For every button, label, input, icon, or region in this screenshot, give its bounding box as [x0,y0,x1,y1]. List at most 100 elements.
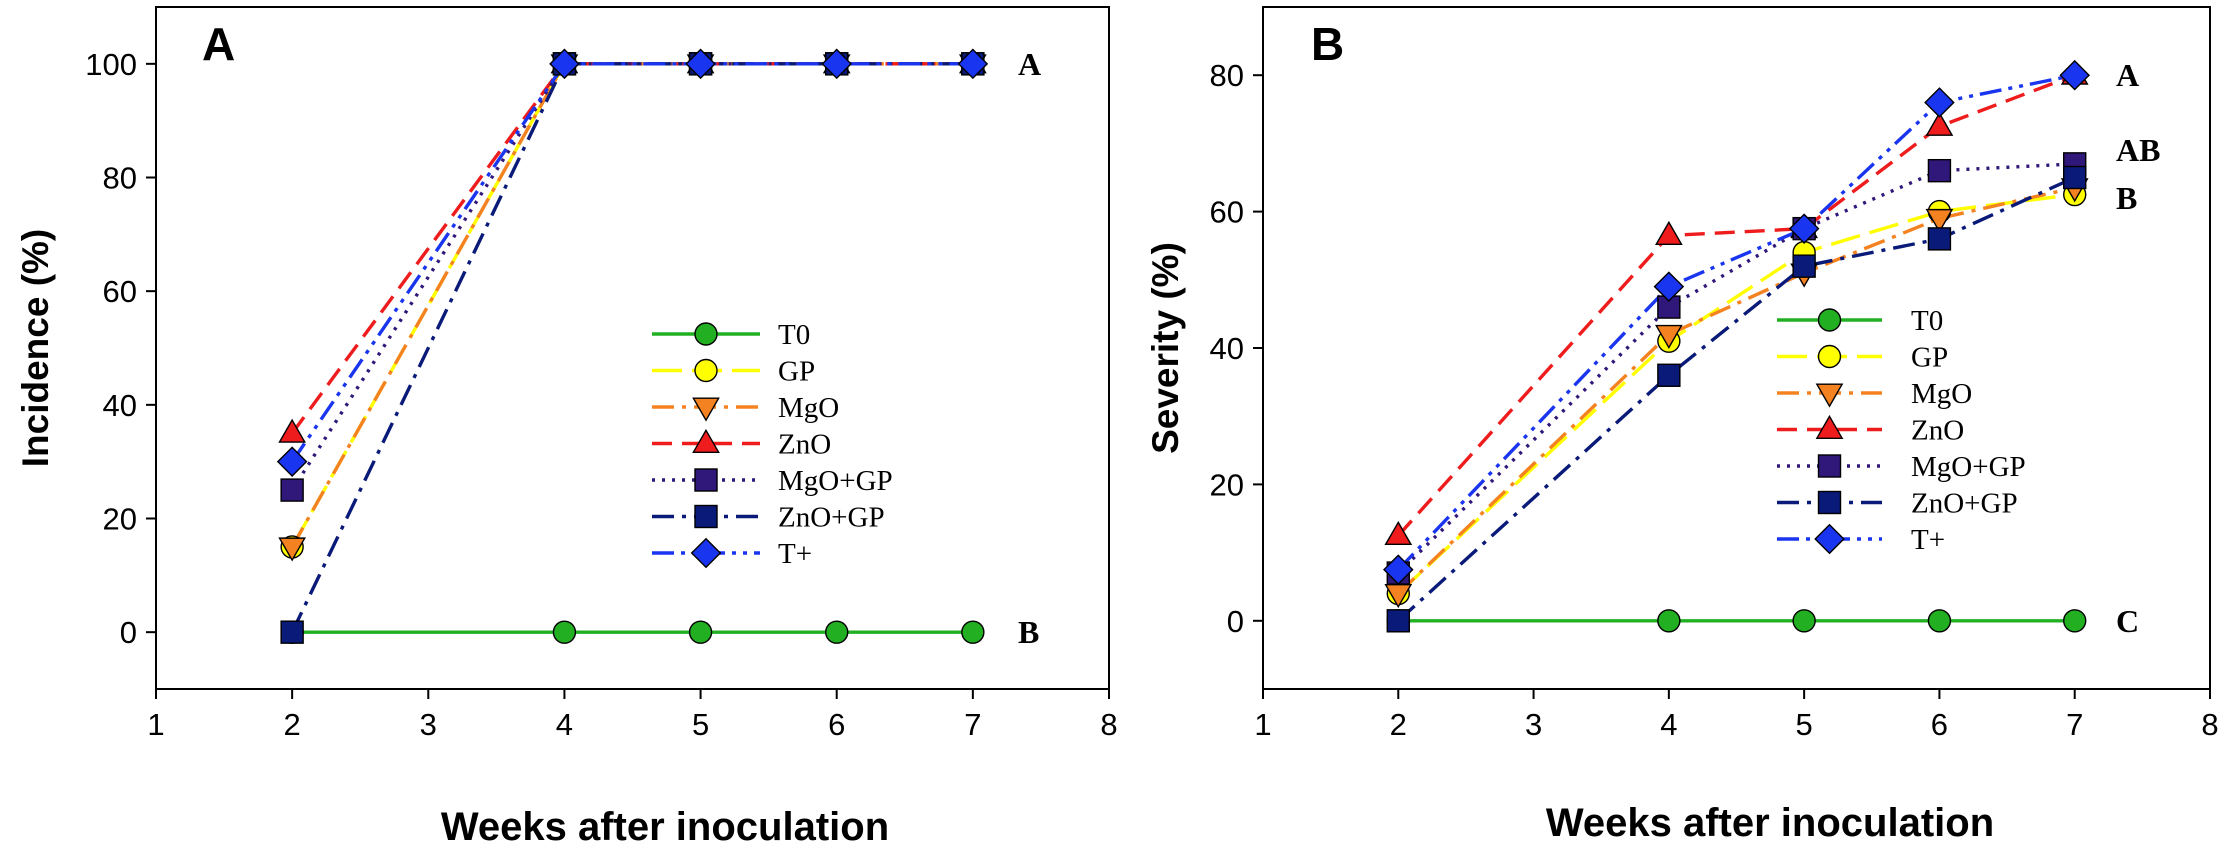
y-tick-label: 100 [85,47,137,82]
x-tick-label: 7 [2066,707,2083,742]
legend-label-zno-gp: ZnO+GP [778,502,885,534]
data-point-mgo [1654,324,1683,349]
legend-label-mgo: MgO [1911,378,1972,410]
x-tick-label: 3 [420,707,437,742]
data-point-mgo-gp [280,478,304,502]
data-point-zno [1654,220,1683,245]
x-tick-label: 4 [1660,707,1677,742]
panel-label: B [1311,18,1344,70]
x-axis-title: Weeks after inoculation [441,805,889,845]
legend-label-mgo: MgO [778,392,839,424]
legend-marker-zno [692,428,720,453]
x-tick-label: 5 [692,707,709,742]
series-line-mgo [1397,186,2076,595]
legend-marker-t0 [694,322,718,346]
legend-label-mgo-gp: MgO+GP [1911,451,2026,483]
x-tick-label: 1 [147,707,164,742]
legend-marker-mgo [692,397,720,422]
series-line-zno [1397,73,2076,537]
y-tick-label: 40 [103,388,137,423]
legend-label-mgo-gp: MgO+GP [778,465,893,497]
legend: T0 GP MgO ZnO MgO+GP ZnO+GP T+ [1777,305,2026,556]
significance-letter: B [1018,614,1039,650]
legend-marker-zno-gp [694,504,718,529]
data-point-zno-gp [1927,227,1952,251]
legend-label-t0: T0 [1911,305,1943,337]
y-tick-label: 60 [103,274,137,309]
x-tick-label: 5 [1796,707,1813,742]
data-point-t- [957,48,989,80]
data-point-zno-gp [1792,254,1816,278]
data-point-t- [1653,271,1685,302]
data-point-zno [1384,520,1413,546]
legend-marker-mgo [1815,383,1844,408]
significance-letter: C [2116,603,2139,639]
data-point-zno-gp [1386,609,1410,633]
y-tick-label: 0 [120,615,137,650]
series-line-t- [290,62,973,463]
data-point-t- [1924,87,1955,118]
legend-marker-t- [690,537,722,569]
legend-label-t-: T+ [1911,524,1945,556]
x-tick-label: 6 [828,707,845,742]
data-point-t0 [552,620,577,644]
legend-label-t-: T+ [778,538,812,570]
data-point-mgo [1925,208,1954,234]
legend-label-zno: ZnO [778,429,831,461]
legend-label-gp: GP [1911,342,1948,374]
y-tick-label: 80 [1210,58,1244,93]
data-point-zno-gp [2063,165,2087,190]
significance-letter: AB [2116,132,2160,168]
series-line-t- [1397,73,2076,571]
series-line-zno [290,62,973,435]
legend-label-zno: ZnO [1911,415,1964,447]
legend-marker-gp [694,358,718,383]
series-line-zno-gp [290,62,973,633]
y-tick-label: 40 [1210,331,1244,366]
data-point-t0 [688,620,713,644]
data-point-t- [1788,213,1820,244]
data-point-t- [276,446,308,477]
x-tick-label: 1 [1254,707,1271,742]
legend-marker-gp [1817,344,1842,369]
series-line-zno-gp [1397,175,2076,623]
legend-label-gp: GP [778,356,815,388]
y-axis-title: Severity (%) [1145,242,1186,454]
legend-label-zno-gp: ZnO+GP [1911,488,2018,520]
y-tick-label: 60 [1210,195,1244,230]
legend-marker-t0 [1817,308,1842,332]
data-point-zno [1925,111,1954,136]
data-point-t0 [2063,609,2087,633]
panel-label: A [202,18,235,70]
y-tick-label: 20 [103,502,137,537]
y-tick-label: 80 [103,161,137,196]
legend-marker-mgo-gp [694,468,718,492]
data-point-t0 [961,620,985,644]
series-line-mgo-gp [290,62,973,491]
legend: T0 GP MgO ZnO MgO+GP ZnO+GP T+ [652,319,893,570]
x-tick-label: 2 [284,707,301,742]
significance-letter: B [2116,180,2137,216]
x-tick-label: 7 [964,707,981,742]
x-tick-label: 8 [2201,707,2218,742]
x-tick-label: 8 [1100,707,1117,742]
x-tick-label: 6 [1931,707,1948,742]
data-point-t0 [1657,609,1681,633]
data-point-t- [1382,554,1414,585]
data-point-zno [278,418,307,443]
legend-label-t0: T0 [778,319,810,351]
data-point-t0 [825,620,849,644]
data-point-t- [2059,59,2091,91]
series-line-gp [1397,192,2075,595]
significance-letter: A [2116,57,2139,93]
data-point-t0 [1792,609,1816,633]
x-tick-label: 2 [1390,707,1407,742]
legend-marker-mgo-gp [1817,454,1842,478]
x-tick-label: 4 [556,707,573,742]
data-point-t- [821,48,853,80]
significance-letter: A [1018,46,1041,82]
y-axis-title: Incidence (%) [15,229,56,468]
